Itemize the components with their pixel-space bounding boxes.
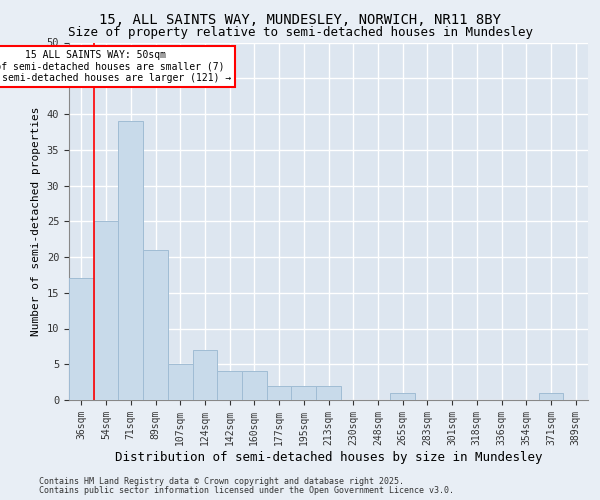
Bar [94, 221, 118, 400]
Bar [193, 350, 217, 400]
Bar [292, 386, 316, 400]
X-axis label: Distribution of semi-detached houses by size in Mundesley: Distribution of semi-detached houses by … [115, 450, 542, 464]
Bar [217, 372, 242, 400]
Text: 15 ALL SAINTS WAY: 50sqm
← 5% of semi-detached houses are smaller (7)
94% of sem: 15 ALL SAINTS WAY: 50sqm ← 5% of semi-de… [0, 50, 231, 83]
Bar [539, 393, 563, 400]
Text: Size of property relative to semi-detached houses in Mundesley: Size of property relative to semi-detach… [67, 26, 533, 39]
Bar [316, 386, 341, 400]
Text: Contains public sector information licensed under the Open Government Licence v3: Contains public sector information licen… [39, 486, 454, 495]
Text: 15, ALL SAINTS WAY, MUNDESLEY, NORWICH, NR11 8BY: 15, ALL SAINTS WAY, MUNDESLEY, NORWICH, … [99, 12, 501, 26]
Bar [390, 393, 415, 400]
Bar [69, 278, 94, 400]
Text: Contains HM Land Registry data © Crown copyright and database right 2025.: Contains HM Land Registry data © Crown c… [39, 477, 404, 486]
Y-axis label: Number of semi-detached properties: Number of semi-detached properties [31, 106, 41, 336]
Bar [118, 121, 143, 400]
Bar [168, 364, 193, 400]
Bar [143, 250, 168, 400]
Bar [267, 386, 292, 400]
Bar [242, 372, 267, 400]
